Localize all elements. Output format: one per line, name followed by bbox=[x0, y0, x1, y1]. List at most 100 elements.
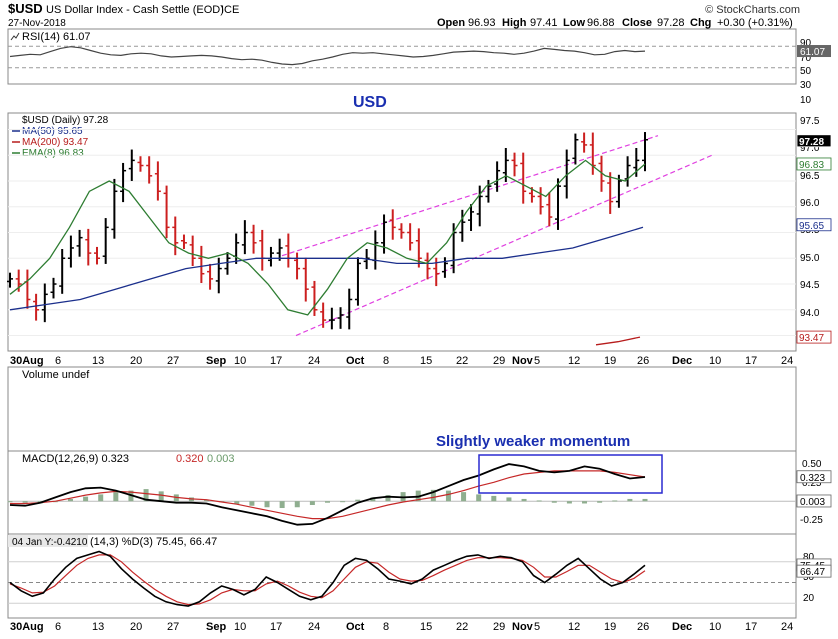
ma50-line bbox=[9, 226, 644, 311]
macd-legend: MACD(12,26,9) 0.323 0.320 0.003 bbox=[22, 453, 235, 465]
price-bar bbox=[468, 204, 475, 231]
price-legend: $USD (Daily) 97.28 MA(50) 95.65 MA(200) … bbox=[12, 115, 109, 159]
stoch-legend-text: (14,3) %D(3) 75.45, 66.47 bbox=[90, 536, 217, 548]
x-tick-label: Sep bbox=[206, 621, 226, 633]
rsi-tick: 70 bbox=[800, 53, 812, 64]
stoch-d-tag bbox=[796, 564, 832, 578]
price-tick: 96.5 bbox=[800, 171, 820, 182]
macd-histogram-bar bbox=[294, 501, 300, 508]
exchange-label: ICE bbox=[221, 4, 239, 16]
legend-ma50: MA(50) 95.65 bbox=[22, 126, 83, 137]
x-tick-label: 24 bbox=[308, 355, 320, 367]
x-tick-label: 15 bbox=[420, 621, 432, 633]
open-value: 96.93 bbox=[468, 17, 496, 29]
macd-histogram-bar bbox=[642, 498, 648, 502]
price-bar bbox=[198, 245, 205, 283]
macd-histogram-bar bbox=[83, 496, 89, 502]
macd-histogram-bar bbox=[279, 501, 285, 509]
macd-histogram-bar bbox=[113, 492, 119, 502]
macd-histogram-bar bbox=[325, 501, 330, 503]
close-value: 97.28 bbox=[657, 17, 685, 29]
x-tick-label: Nov bbox=[512, 621, 534, 633]
x-tick-label: 24 bbox=[308, 621, 320, 633]
chg-value: +0.30 (+0.31%) bbox=[717, 17, 793, 29]
price-bar bbox=[224, 252, 231, 275]
macd-histogram-bar bbox=[597, 501, 603, 503]
channel-upper-line bbox=[281, 135, 659, 257]
ema8-line bbox=[9, 159, 646, 316]
x-tick-label: 30Aug bbox=[10, 355, 44, 367]
x-tick-label: 26 bbox=[637, 621, 649, 633]
x-tick-label: 5 bbox=[534, 355, 540, 367]
rsi-legend: RSI(14) 61.07 bbox=[22, 31, 90, 43]
macd-value-tag bbox=[796, 470, 832, 484]
rsi-panel bbox=[7, 28, 797, 85]
macd-histogram-bar bbox=[461, 492, 467, 502]
macd-histogram-bar bbox=[234, 501, 240, 505]
macd-tick: 0.25 bbox=[802, 478, 822, 489]
rsi-tick: 10 bbox=[800, 95, 812, 106]
price-bar bbox=[441, 257, 448, 278]
price-bar bbox=[67, 235, 74, 268]
price-bar bbox=[33, 293, 40, 321]
x-tick-label: 19 bbox=[604, 355, 616, 367]
x-tick-label: Oct bbox=[346, 621, 365, 633]
price-bar bbox=[520, 152, 527, 204]
macd-hist-tag-label: 0.003 bbox=[800, 497, 825, 508]
macd-histogram-bar bbox=[340, 501, 346, 503]
macd-histogram-bar bbox=[521, 498, 527, 502]
macd-legend-signal: 0.320 bbox=[176, 453, 204, 465]
price-bar bbox=[93, 246, 100, 265]
price-bar bbox=[459, 209, 466, 242]
crosshair-readout: 04 Jan Y:-0.4210 bbox=[12, 537, 88, 548]
price-tick: 97.0 bbox=[800, 143, 820, 154]
price-bar bbox=[76, 229, 83, 257]
price-bar bbox=[207, 263, 214, 290]
macd-legend-main: MACD(12,26,9) 0.323 bbox=[22, 453, 129, 465]
macd-histogram-bar bbox=[158, 491, 164, 502]
price-bar bbox=[563, 149, 570, 199]
price-tick: 97.5 bbox=[800, 116, 820, 127]
macd-histogram-bar bbox=[385, 495, 391, 502]
chart-date: 27-Nov-2018 bbox=[8, 18, 66, 29]
price-bar bbox=[589, 132, 596, 175]
price-bar bbox=[581, 132, 588, 153]
x-tick-label: 27 bbox=[167, 621, 179, 633]
macd-histogram-bar bbox=[627, 498, 633, 502]
price-bar bbox=[407, 223, 414, 251]
stochastic-panel bbox=[7, 533, 797, 619]
x-tick-label: 30Aug bbox=[10, 621, 44, 633]
price-close-tag bbox=[796, 134, 832, 148]
low-label: Low bbox=[563, 17, 585, 29]
macd-histogram-bar bbox=[491, 495, 497, 502]
macd-hist-tag bbox=[796, 494, 832, 508]
stoch-x-axis: 30Aug 6 13 20 27 Sep 10 17 24 Oct 8 15 22 29 Nov 5 12 19 2… bbox=[10, 621, 793, 633]
macd-value-tag-label: 0.323 bbox=[800, 473, 825, 484]
price-bar bbox=[555, 178, 562, 230]
macd-histogram-bar bbox=[370, 497, 376, 502]
x-tick-label: 22 bbox=[456, 355, 468, 367]
macd-histogram-bar bbox=[22, 501, 28, 503]
x-tick-label: 5 bbox=[534, 621, 540, 633]
price-bar bbox=[337, 307, 344, 329]
rsi-tick: 30 bbox=[800, 80, 812, 91]
price-bar bbox=[267, 246, 274, 267]
momentum-highlight-box bbox=[478, 454, 663, 494]
x-tick-label: 6 bbox=[55, 355, 61, 367]
x-tick-label: 29 bbox=[493, 355, 505, 367]
channel-lower-line bbox=[295, 154, 713, 337]
x-tick-label: Sep bbox=[206, 355, 226, 367]
x-tick-label: 22 bbox=[456, 621, 468, 633]
stoch-d-line bbox=[9, 554, 646, 606]
ma200-tag bbox=[796, 330, 832, 344]
stoch-tick: 20 bbox=[803, 593, 815, 604]
price-plot: 97.28 96.83 95.65 93.47 bbox=[7, 128, 832, 346]
macd-histogram-bar bbox=[309, 501, 315, 505]
macd-histogram-bar bbox=[566, 501, 572, 504]
macd-plot: 0.323 0.003 bbox=[7, 463, 832, 526]
macd-line bbox=[9, 463, 646, 526]
x-tick-label: 8 bbox=[383, 355, 389, 367]
price-bar bbox=[163, 185, 170, 239]
x-tick-label: 10 bbox=[709, 621, 721, 633]
